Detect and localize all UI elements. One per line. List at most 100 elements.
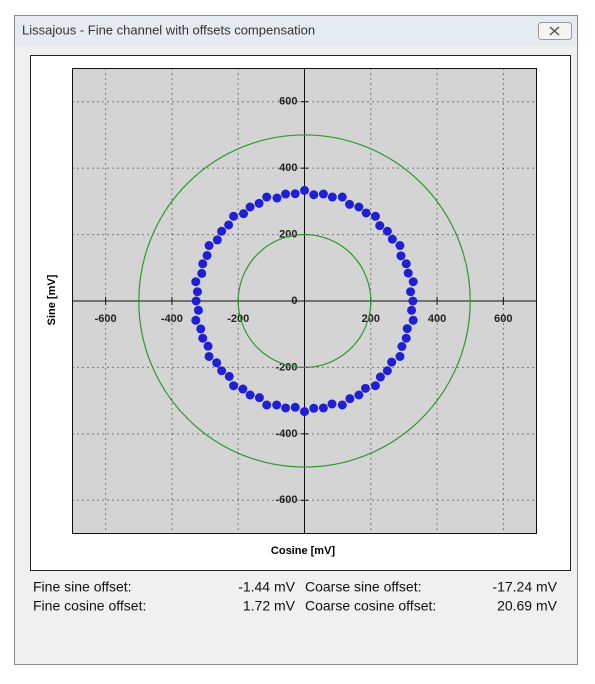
data-point bbox=[361, 208, 371, 218]
y-tick-label: 400 bbox=[279, 162, 297, 174]
data-point bbox=[290, 189, 300, 199]
y-axis-label: Sine [mV] bbox=[46, 274, 58, 325]
data-point bbox=[229, 211, 239, 221]
y-tick-label: -400 bbox=[275, 428, 297, 440]
data-point bbox=[401, 259, 411, 269]
data-point bbox=[203, 341, 213, 351]
data-point bbox=[408, 277, 418, 287]
readout-label: Coarse cosine offset: bbox=[305, 598, 436, 614]
data-point bbox=[191, 315, 201, 325]
data-point bbox=[327, 192, 337, 202]
data-point bbox=[395, 351, 405, 361]
data-point bbox=[406, 287, 416, 297]
data-point bbox=[204, 351, 214, 361]
data-point bbox=[245, 202, 255, 212]
readout-value: -17.24 mV bbox=[492, 579, 557, 595]
data-point bbox=[318, 189, 328, 199]
data-point bbox=[229, 381, 239, 391]
y-tick-label: 0 bbox=[291, 295, 297, 307]
data-point bbox=[382, 226, 392, 236]
data-point bbox=[318, 403, 328, 413]
data-point bbox=[396, 251, 406, 261]
data-point bbox=[217, 226, 227, 236]
data-point bbox=[354, 202, 364, 212]
data-point bbox=[397, 342, 407, 352]
data-point bbox=[387, 357, 397, 367]
data-point bbox=[360, 383, 370, 393]
data-point bbox=[337, 400, 347, 410]
x-tick-label: -600 bbox=[95, 313, 117, 325]
readout-label: Coarse sine offset: bbox=[305, 579, 421, 595]
data-point bbox=[281, 403, 291, 413]
data-point bbox=[300, 407, 309, 417]
data-point bbox=[212, 358, 222, 368]
data-point bbox=[224, 220, 234, 230]
data-point bbox=[407, 305, 417, 315]
x-tick-label: -400 bbox=[161, 313, 183, 325]
y-tick-label: -600 bbox=[275, 494, 297, 506]
x-axis-label: Cosine [mV] bbox=[271, 545, 336, 557]
data-point bbox=[198, 333, 208, 343]
x-tick-label: 400 bbox=[428, 313, 446, 325]
plot: -600 -400 -200 200 400 600-600-400-2000200400… bbox=[72, 68, 537, 534]
data-point bbox=[196, 324, 206, 334]
close-button[interactable] bbox=[538, 22, 572, 40]
readout-label: Fine cosine offset: bbox=[33, 598, 146, 614]
data-point bbox=[262, 192, 272, 202]
data-point bbox=[193, 305, 203, 315]
data-point bbox=[204, 241, 214, 251]
data-point bbox=[290, 402, 300, 412]
data-point bbox=[408, 296, 418, 306]
data-point bbox=[395, 241, 405, 251]
data-point bbox=[403, 268, 413, 278]
title-bar bbox=[15, 16, 577, 46]
readout-label: Fine sine offset: bbox=[33, 579, 132, 595]
y-tick-label: -200 bbox=[275, 361, 297, 373]
data-point bbox=[408, 315, 418, 325]
data-point bbox=[327, 399, 337, 409]
data-point bbox=[198, 259, 208, 269]
data-point bbox=[197, 268, 207, 278]
data-point bbox=[262, 400, 272, 410]
data-point bbox=[254, 198, 264, 208]
data-point bbox=[202, 250, 212, 260]
data-point bbox=[401, 333, 411, 343]
data-point bbox=[309, 403, 319, 413]
readout-value: 1.72 mV bbox=[243, 598, 296, 614]
readout-value: 20.69 mV bbox=[497, 598, 558, 614]
data-point bbox=[224, 371, 234, 381]
data-point bbox=[239, 209, 249, 219]
data-point bbox=[191, 277, 201, 287]
readout-value: -1.44 mV bbox=[238, 579, 295, 595]
x-tick-label: 200 bbox=[362, 313, 380, 325]
data-point bbox=[300, 185, 309, 195]
reference-circle bbox=[138, 134, 471, 468]
x-tick-label: -200 bbox=[227, 313, 249, 325]
x-tick-label: 600 bbox=[494, 313, 512, 325]
window-title: Lissajous - Fine channel with offsets co… bbox=[22, 22, 315, 37]
data-point bbox=[212, 235, 222, 245]
data-point bbox=[375, 372, 385, 382]
data-point bbox=[272, 400, 282, 410]
data-point bbox=[191, 296, 201, 306]
data-point bbox=[345, 199, 355, 209]
data-point bbox=[281, 189, 291, 199]
data-point bbox=[272, 193, 282, 203]
data-point bbox=[337, 192, 347, 202]
data-point bbox=[354, 390, 364, 400]
data-point bbox=[402, 324, 412, 334]
reference-circle bbox=[237, 233, 372, 369]
data-point bbox=[370, 381, 380, 391]
data-point bbox=[254, 393, 264, 403]
data-point bbox=[370, 211, 380, 221]
data-point bbox=[217, 366, 227, 376]
data-point bbox=[309, 190, 319, 200]
y-tick-label: 600 bbox=[279, 96, 297, 108]
data-point bbox=[192, 287, 202, 297]
data-point bbox=[245, 390, 255, 400]
data-point bbox=[375, 221, 385, 231]
data-point bbox=[238, 384, 248, 394]
data-point bbox=[345, 394, 355, 404]
data-point bbox=[387, 234, 397, 244]
